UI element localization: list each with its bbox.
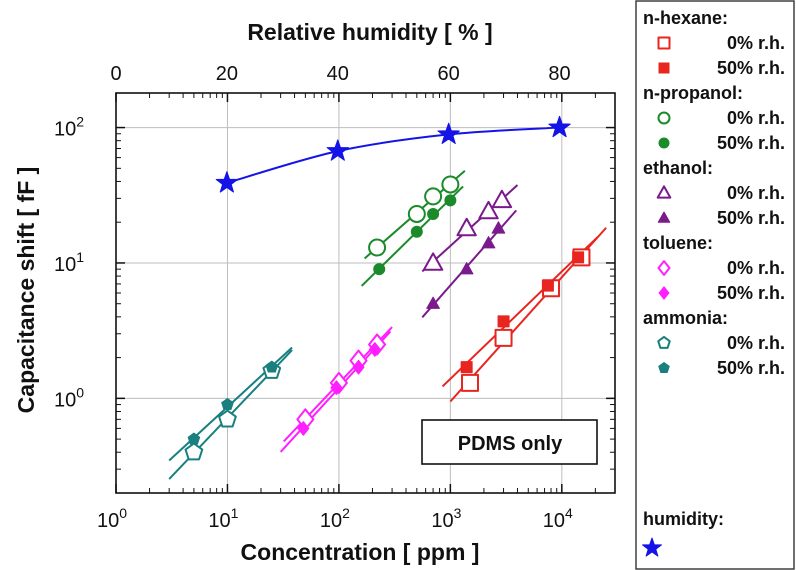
- legend-humidity-star: [641, 537, 663, 557]
- legend: n-hexane: 0% r.h. 50% r.h. n-propanol: 0% r.…: [635, 0, 795, 570]
- marker-toluene-50rh: [330, 380, 343, 396]
- legend-entry-label: 50% r.h.: [717, 133, 785, 153]
- legend-marker-open: [657, 335, 671, 349]
- marker-toluene-50rh: [352, 359, 365, 375]
- marker-n-hexane-50rh: [460, 361, 473, 374]
- legend-entry-label: 0% r.h.: [727, 108, 785, 128]
- legend-group-title: toluene:: [643, 233, 713, 253]
- marker-humidity-star: [548, 115, 571, 138]
- marker-toluene-0rh: [329, 371, 348, 394]
- marker-n-hexane-0rh: [494, 328, 513, 347]
- humidity-curve: [226, 126, 560, 184]
- legend-marker-open: [657, 260, 671, 276]
- legend-marker-filled: [658, 137, 670, 149]
- marker-ethanol-50rh: [481, 236, 496, 249]
- legend-group-title: n-propanol:: [643, 83, 743, 103]
- x-axis-label: Concentration [ ppm ]: [241, 539, 480, 565]
- marker-ethanol-50rh: [459, 262, 474, 275]
- x-tick-label: 101: [208, 505, 238, 532]
- y-axis-label: Capacitance shift [ fF ]: [13, 167, 39, 414]
- legend-entry-label: 50% r.h.: [717, 358, 785, 378]
- marker-ethanol-0rh: [422, 252, 444, 271]
- marker-n-hexane-50rh: [497, 315, 510, 328]
- legend-humidity-title: humidity:: [643, 509, 724, 529]
- marker-humidity-star: [215, 171, 239, 193]
- marker-n-hexane-50rh: [572, 251, 585, 264]
- legend-entry-label: 50% r.h.: [717, 208, 785, 228]
- legend-marker-filled: [658, 286, 670, 300]
- marker-ethanol-0rh: [491, 189, 513, 209]
- marker-n-propanol-0rh: [441, 175, 460, 194]
- legend-entry-label: 0% r.h.: [727, 183, 785, 203]
- marker-ethanol-0rh: [478, 200, 499, 220]
- legend-marker-open: [657, 111, 671, 125]
- y-tick-label: 102: [54, 114, 84, 141]
- marker-toluene-50rh: [297, 421, 310, 436]
- marker-n-propanol-50rh: [427, 207, 440, 220]
- x-tick-label: 102: [320, 505, 350, 532]
- annotation-text: PDMS only: [458, 433, 563, 455]
- top-tick-label: 20: [216, 63, 238, 85]
- marker-ammonia-50rh: [187, 432, 201, 445]
- top-tick-label: 40: [327, 63, 349, 85]
- legend-marker-filled: [657, 211, 671, 223]
- legend-entry-label: 0% r.h.: [727, 33, 785, 53]
- marker-ammonia-0rh: [184, 442, 204, 461]
- legend-marker-open: [656, 185, 672, 199]
- top-tick-label: 80: [548, 63, 570, 85]
- marker-ethanol-0rh: [456, 217, 477, 237]
- legend-frame: [635, 0, 795, 570]
- legend-group-title: ammonia:: [643, 308, 728, 328]
- marker-humidity-star: [437, 122, 460, 145]
- marker-toluene-50rh: [368, 342, 381, 357]
- top-tick-label: 60: [438, 63, 460, 85]
- annotation-box: PDMS only: [421, 419, 598, 465]
- y-tick-label: 100: [54, 384, 84, 411]
- marker-n-propanol-0rh: [424, 187, 443, 206]
- top-axis-label: Relative humidity [ % ]: [247, 19, 492, 45]
- marker-n-hexane-0rh: [460, 373, 479, 392]
- x-tick-label: 100: [97, 505, 127, 532]
- marker-n-propanol-0rh: [407, 204, 426, 223]
- y-axis-ticks: 100 101 102: [54, 114, 615, 470]
- x-tick-label: 104: [543, 505, 573, 532]
- top-tick-label: 0: [110, 63, 121, 85]
- legend-marker-filled: [658, 62, 670, 74]
- marker-humidity-star: [326, 139, 349, 161]
- marker-ammonia-50rh: [221, 398, 234, 410]
- humidity-fit-curve: [226, 126, 560, 184]
- legend-entry-label: 50% r.h.: [717, 283, 785, 303]
- marker-n-propanol-50rh: [373, 263, 386, 276]
- legend-entry-label: 50% r.h.: [717, 58, 785, 78]
- marker-ethanol-50rh: [426, 296, 440, 309]
- legend-marker-open: [657, 36, 671, 50]
- marker-n-hexane-50rh: [541, 279, 554, 292]
- marker-ethanol-50rh: [491, 221, 506, 234]
- x-tick-label: 103: [431, 505, 461, 532]
- legend-group-title: ethanol:: [643, 158, 713, 178]
- y-tick-label: 101: [54, 249, 84, 276]
- marker-n-propanol-50rh: [410, 225, 423, 238]
- marker-n-propanol-0rh: [368, 238, 387, 257]
- marker-ammonia-50rh: [265, 360, 279, 373]
- legend-entry-label: 0% r.h.: [727, 333, 785, 353]
- marker-ammonia-0rh: [218, 409, 237, 428]
- data-markers: [184, 115, 591, 461]
- top-axis-ticks: 0 20 40 60 80: [110, 63, 570, 85]
- legend-entry-label: 0% r.h.: [727, 258, 785, 278]
- legend-marker-filled: [658, 362, 670, 373]
- grid: [116, 93, 615, 493]
- marker-n-propanol-50rh: [444, 194, 457, 207]
- legend-group-title: n-hexane:: [643, 8, 728, 28]
